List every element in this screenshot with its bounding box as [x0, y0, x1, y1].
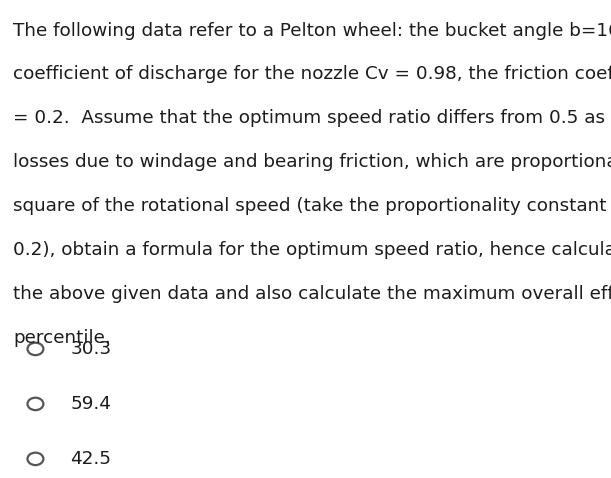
Text: percentile.: percentile. — [13, 329, 111, 348]
Text: 59.4: 59.4 — [70, 395, 111, 413]
Text: square of the rotational speed (take the proportionality constant equal to: square of the rotational speed (take the… — [13, 197, 611, 216]
Text: losses due to windage and bearing friction, which are proportional to the: losses due to windage and bearing fricti… — [13, 153, 611, 172]
Text: = 0.2.  Assume that the optimum speed ratio differs from 0.5 as a result of: = 0.2. Assume that the optimum speed rat… — [13, 109, 611, 128]
Text: 0.2), obtain a formula for the optimum speed ratio, hence calculate it for: 0.2), obtain a formula for the optimum s… — [13, 241, 611, 260]
Text: 30.3: 30.3 — [70, 340, 111, 358]
Text: the above given data and also calculate the maximum overall efficiency, in: the above given data and also calculate … — [13, 285, 611, 304]
Text: 42.5: 42.5 — [70, 450, 111, 468]
Text: coefficient of discharge for the nozzle Cv = 0.98, the friction coefficient k: coefficient of discharge for the nozzle … — [13, 65, 611, 84]
Text: The following data refer to a Pelton wheel: the bucket angle b=165°, the: The following data refer to a Pelton whe… — [13, 22, 611, 40]
